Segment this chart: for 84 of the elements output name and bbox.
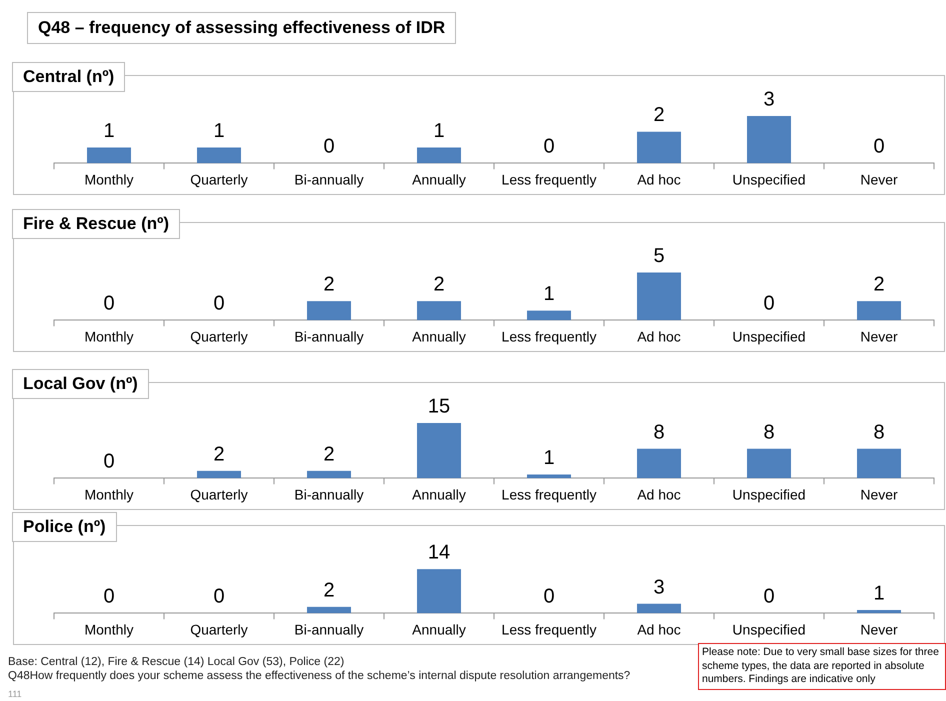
x-tick-label: Bi-annually: [294, 486, 364, 502]
data-label: 0: [873, 136, 885, 158]
x-tick-label: Quarterly: [190, 486, 248, 502]
bar: [417, 569, 461, 614]
x-tick-label: Unspecified: [732, 328, 806, 344]
bar: [527, 474, 571, 478]
x-tick-label: Quarterly: [190, 621, 248, 638]
x-tick-label: Quarterly: [190, 328, 248, 344]
x-tick-label: Monthly: [84, 171, 134, 188]
data-label: 8: [653, 421, 665, 444]
data-label: 2: [873, 274, 885, 296]
data-label: 0: [103, 292, 115, 315]
data-label: 1: [543, 447, 555, 470]
data-label: 1: [873, 582, 885, 605]
x-tick-label: Less frequently: [502, 328, 596, 344]
data-label: 3: [653, 576, 665, 598]
x-tick-label: Annually: [412, 621, 466, 638]
x-tick-label: Unspecified: [732, 171, 806, 188]
x-tick-label: Never: [860, 486, 898, 502]
x-tick-label: Ad hoc: [637, 621, 681, 638]
x-tick-label: Monthly: [84, 328, 134, 344]
data-label: 15: [428, 396, 450, 418]
chart-title: Q48 – frequency of assessing effectiveness of IDR: [27, 12, 456, 44]
x-tick-label: Bi-annually: [294, 171, 364, 188]
data-label: 2: [323, 274, 335, 296]
data-label: 1: [433, 120, 445, 142]
x-tick-label: Bi-annually: [294, 328, 364, 344]
chart-title: Local Gov (nº): [12, 369, 149, 399]
data-label: 1: [213, 120, 225, 142]
data-label: 1: [103, 120, 115, 142]
x-tick-label: Less frequently: [502, 621, 596, 638]
data-label: 2: [653, 104, 665, 126]
data-label: 0: [103, 586, 115, 608]
x-tick-label: Never: [860, 621, 898, 638]
data-label: 2: [323, 443, 335, 466]
data-label: 8: [873, 421, 885, 444]
data-label: 0: [543, 136, 555, 158]
data-label: 0: [763, 586, 775, 608]
text: Please note: Due to very small base sizes for three scheme types, the data are reported in absolute numbers. Findings are indicative only: [698, 643, 946, 690]
data-label: 5: [653, 245, 665, 268]
x-tick-label: Bi-annually: [294, 621, 364, 638]
data-label: 0: [213, 292, 225, 315]
data-label: 8: [763, 421, 775, 444]
data-label: 0: [213, 586, 225, 608]
x-tick-label: Never: [860, 171, 898, 188]
x-tick-label: Never: [860, 328, 898, 344]
x-tick-label: Less frequently: [502, 486, 596, 502]
data-label: 14: [428, 542, 450, 564]
chart-title: Fire & Rescue (nº): [12, 209, 180, 239]
x-tick-label: Unspecified: [732, 486, 806, 502]
bar: [307, 606, 351, 614]
data-label: 0: [323, 136, 335, 158]
bar: [747, 448, 791, 478]
bar: [637, 448, 681, 478]
x-tick-label: Annually: [412, 171, 466, 188]
data-label: 0: [103, 450, 115, 473]
data-label: 2: [433, 274, 445, 296]
data-label: 2: [323, 579, 335, 602]
bar: [857, 610, 901, 614]
data-label: 2: [213, 443, 225, 466]
data-label: 1: [543, 283, 555, 306]
data-label: 0: [543, 586, 555, 608]
text: Q48How frequently does your scheme assess the effectiveness of the scheme’s internal dispute resolution arrangements?: [8, 670, 630, 682]
bar: [637, 604, 681, 614]
bar: [307, 470, 351, 478]
x-tick-label: Ad hoc: [637, 171, 681, 188]
x-tick-label: Unspecified: [732, 621, 806, 638]
chart-subtitle: Central (nº): [12, 62, 126, 92]
text: 111: [8, 689, 22, 699]
chart-title: Police (nº): [12, 512, 117, 542]
x-tick-label: Ad hoc: [637, 328, 681, 344]
x-tick-label: Annually: [412, 328, 466, 344]
x-tick-label: Ad hoc: [637, 486, 681, 502]
x-tick-label: Annually: [412, 486, 466, 502]
x-tick-label: Monthly: [84, 621, 134, 638]
bar: [857, 448, 901, 478]
data-label: 0: [763, 292, 775, 315]
x-tick-label: Monthly: [84, 486, 134, 502]
bar: [197, 470, 241, 478]
x-tick-label: Less frequently: [502, 171, 596, 188]
text: Base: Central (12), Fire & Rescue (14) Local Gov (53), Police (22): [8, 656, 344, 668]
bar: [417, 423, 461, 478]
data-label: 3: [763, 88, 775, 111]
x-tick-label: Quarterly: [190, 171, 248, 188]
